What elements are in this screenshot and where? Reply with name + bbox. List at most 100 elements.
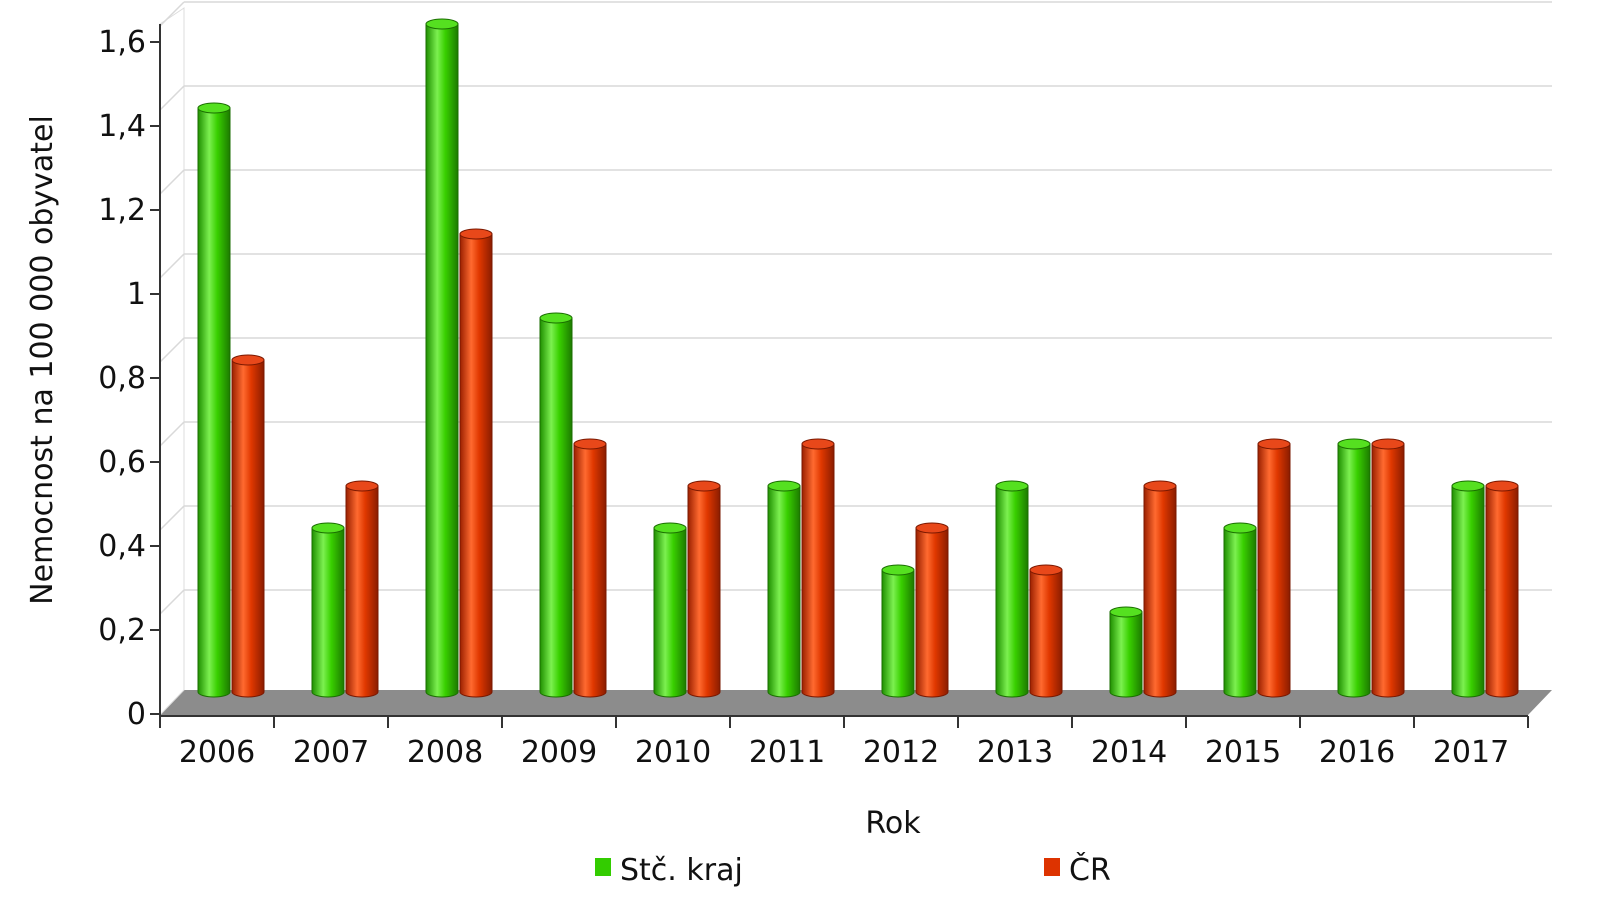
floor bbox=[160, 690, 1552, 715]
y-tick-label: 0 bbox=[127, 697, 146, 732]
bar-cap bbox=[1257, 438, 1291, 450]
y-tick-label: 1 bbox=[127, 277, 146, 312]
left-wall bbox=[159, 7, 185, 717]
x-tick-label: 2015 bbox=[1205, 735, 1281, 770]
x-axis bbox=[159, 715, 1529, 728]
y-tick-labels: 0 0,2 0,4 0,6 0,8 1 1,2 1,4 1,6 bbox=[98, 25, 146, 732]
x-tick-labels: 2006 2007 2008 2009 2010 2011 2012 2013 2014 2015… bbox=[179, 735, 1509, 770]
x-axis-title: Rok bbox=[865, 806, 921, 841]
y-axis bbox=[150, 24, 161, 717]
gridline-side bbox=[159, 337, 185, 363]
bar-cap bbox=[801, 438, 835, 450]
bar bbox=[767, 480, 801, 698]
bar-body bbox=[767, 485, 801, 698]
bar bbox=[231, 354, 265, 698]
y-axis-title: Nemocnost na 100 000 obyvatel bbox=[25, 115, 60, 605]
bar-cap bbox=[1029, 564, 1063, 576]
bar bbox=[653, 522, 687, 698]
bar-cap bbox=[425, 18, 459, 30]
bar-body bbox=[687, 485, 721, 698]
bar-cap bbox=[345, 480, 379, 492]
x-tick-label: 2012 bbox=[863, 735, 939, 770]
bar bbox=[881, 564, 915, 698]
bar-body bbox=[539, 317, 573, 698]
bar bbox=[995, 480, 1029, 698]
bar-body bbox=[1143, 485, 1177, 698]
bar-body bbox=[1337, 443, 1371, 698]
gridline-side bbox=[159, 85, 185, 111]
x-tick-label: 2008 bbox=[407, 735, 483, 770]
x-tick-label: 2006 bbox=[179, 735, 255, 770]
x-tick-label: 2010 bbox=[635, 735, 711, 770]
y-tick-label: 0,4 bbox=[98, 529, 146, 564]
gridline-side bbox=[159, 253, 185, 279]
bar bbox=[1451, 480, 1485, 698]
bar-cap bbox=[197, 102, 231, 114]
bar-cap bbox=[1371, 438, 1405, 450]
bar-cap bbox=[653, 522, 687, 534]
legend: Stč. kraj ČR bbox=[595, 851, 1111, 888]
y-tick-label: 1,2 bbox=[98, 193, 146, 228]
bar-body bbox=[573, 443, 607, 698]
bar bbox=[915, 522, 949, 698]
bar-body bbox=[1257, 443, 1291, 698]
x-tick-label: 2007 bbox=[293, 735, 369, 770]
bar-cap bbox=[1451, 480, 1485, 492]
bar bbox=[311, 522, 345, 698]
bar bbox=[1337, 438, 1371, 698]
bar bbox=[1371, 438, 1405, 698]
bar bbox=[197, 102, 231, 698]
bar-cap bbox=[995, 480, 1029, 492]
bar-body bbox=[1109, 611, 1143, 698]
bar-cap bbox=[573, 438, 607, 450]
bar-cap bbox=[915, 522, 949, 534]
bars bbox=[197, 18, 1519, 698]
bar bbox=[345, 480, 379, 698]
bar bbox=[573, 438, 607, 698]
y-tick-label: 0,6 bbox=[98, 445, 146, 480]
bar-body bbox=[653, 527, 687, 698]
bar bbox=[1029, 564, 1063, 698]
legend-swatch-series-2 bbox=[1044, 858, 1060, 876]
bar-body bbox=[1371, 443, 1405, 698]
bar-body bbox=[801, 443, 835, 698]
gridline-side bbox=[159, 505, 185, 531]
bar-body bbox=[881, 569, 915, 698]
legend-swatch-series-1 bbox=[595, 858, 611, 876]
bar-cap bbox=[881, 564, 915, 576]
bar-cap bbox=[539, 312, 573, 324]
legend-label-series-2: ČR bbox=[1069, 851, 1111, 888]
bar-cap bbox=[231, 354, 265, 366]
bar-body bbox=[231, 359, 265, 698]
bar bbox=[687, 480, 721, 698]
y-tick-label: 1,4 bbox=[98, 109, 146, 144]
bar-body bbox=[1451, 485, 1485, 698]
x-tick-label: 2014 bbox=[1091, 735, 1167, 770]
bar-cap bbox=[1109, 606, 1143, 618]
bar-body bbox=[995, 485, 1029, 698]
bar-body bbox=[1029, 569, 1063, 698]
bar-cap bbox=[687, 480, 721, 492]
bar-body bbox=[1485, 485, 1519, 698]
y-tick-label: 0,2 bbox=[98, 613, 146, 648]
bar-body bbox=[459, 233, 493, 698]
gridline-side bbox=[159, 421, 185, 447]
bar-cap bbox=[1223, 522, 1257, 534]
gridlines bbox=[159, 1, 1552, 615]
bar-body bbox=[345, 485, 379, 698]
bar-body bbox=[915, 527, 949, 698]
bar-cap bbox=[459, 228, 493, 240]
y-tick-label: 0,8 bbox=[98, 361, 146, 396]
x-tick-label: 2011 bbox=[749, 735, 825, 770]
plot-walls bbox=[159, 7, 1552, 717]
bar-body bbox=[425, 23, 459, 698]
gridline-side bbox=[159, 169, 185, 195]
x-tick-label: 2016 bbox=[1319, 735, 1395, 770]
bar-body bbox=[197, 107, 231, 698]
bar bbox=[539, 312, 573, 698]
bar-cap bbox=[1485, 480, 1519, 492]
bar bbox=[425, 18, 459, 698]
x-tick-label: 2013 bbox=[977, 735, 1053, 770]
x-tick-label: 2017 bbox=[1433, 735, 1509, 770]
